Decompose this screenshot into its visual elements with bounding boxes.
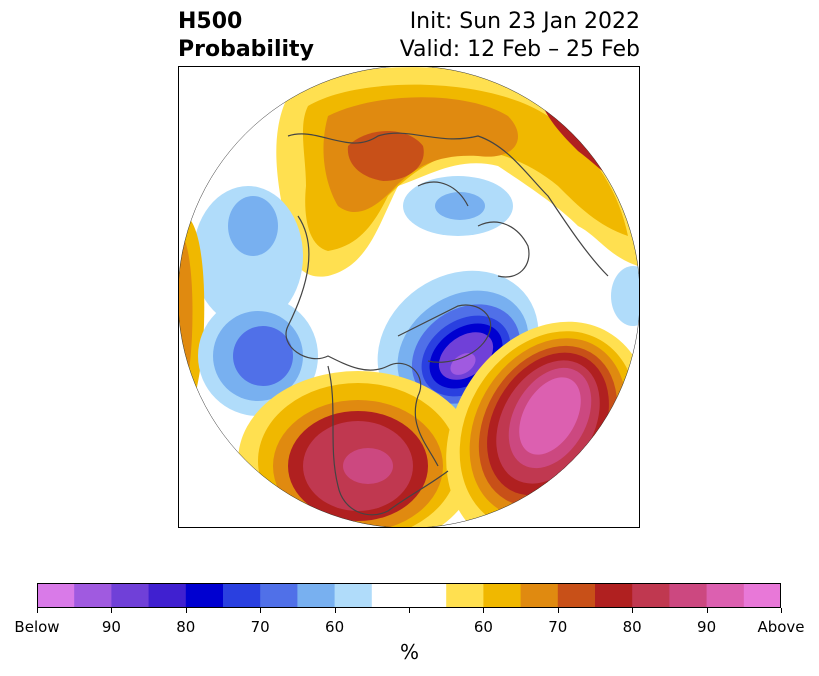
colorbar-tick-mark (111, 608, 113, 613)
colorbar-segment (483, 583, 522, 608)
colorbar-segment (706, 583, 745, 608)
coastlines (285, 132, 609, 516)
colorbar-segment (520, 583, 559, 608)
colorbar-tick-mark (706, 608, 708, 613)
colorbar-segment (185, 583, 224, 608)
chart-title-right: Init: Sun 23 Jan 2022 Valid: 12 Feb – 25… (400, 8, 640, 64)
colorbar-segment (371, 583, 410, 608)
colorbar-segment (37, 583, 75, 608)
colorbar-tick-mark (37, 608, 38, 613)
colorbar-segment (557, 583, 596, 608)
colorbar-tick-label: 60 (473, 618, 493, 636)
valid-range: Valid: 12 Feb – 25 Feb (399, 37, 640, 62)
chart-title-left: H500 Probability (178, 8, 314, 64)
colorbar-tick-mark (557, 608, 559, 613)
colorbar-segment (632, 583, 670, 608)
colorbar (37, 583, 781, 608)
title-variable: H500 (178, 9, 243, 34)
title-field: Probability (178, 37, 314, 62)
colorbar-tick-label: Below (14, 618, 60, 636)
colorbar-segment (743, 583, 781, 608)
colorbar-unit: % (399, 640, 419, 664)
colorbar-tick-label: 60 (325, 618, 345, 636)
colorbar-segment (111, 583, 150, 608)
colorbar-segment (223, 583, 261, 608)
colorbar-tick-mark (334, 608, 336, 613)
colorbar-border (37, 583, 781, 608)
colorbar-segment (409, 583, 447, 608)
colorbar-segment (74, 583, 112, 608)
colorbar-segment (297, 583, 336, 608)
colorbar-tick-label: Above (757, 618, 805, 636)
colorbar-tick-label: 80 (176, 618, 196, 636)
colorbar-segment (595, 583, 633, 608)
colorbar-tick-label: 70 (250, 618, 270, 636)
colorbar-tick-label: 70 (548, 618, 568, 636)
colorbar-tick-label: 90 (697, 618, 717, 636)
colorbar-tick-label: 90 (101, 618, 121, 636)
init-date: Init: Sun 23 Jan 2022 (409, 9, 640, 34)
colorbar-segment (669, 583, 708, 608)
colorbar-tick-label: 80 (622, 618, 642, 636)
colorbar-segment (148, 583, 187, 608)
colorbar-tick-mark (409, 608, 410, 613)
colorbar-tick-mark (185, 608, 187, 613)
probability-map (178, 66, 640, 528)
colorbar-tick-mark (260, 608, 262, 613)
colorbar-tick-mark (781, 608, 782, 613)
colorbar-tick-mark (483, 608, 485, 613)
colorbar-tick-mark (632, 608, 634, 613)
colorbar-segment (334, 583, 373, 608)
probability-field (178, 66, 640, 528)
colorbar-segment (260, 583, 298, 608)
colorbar-segment (446, 583, 484, 608)
